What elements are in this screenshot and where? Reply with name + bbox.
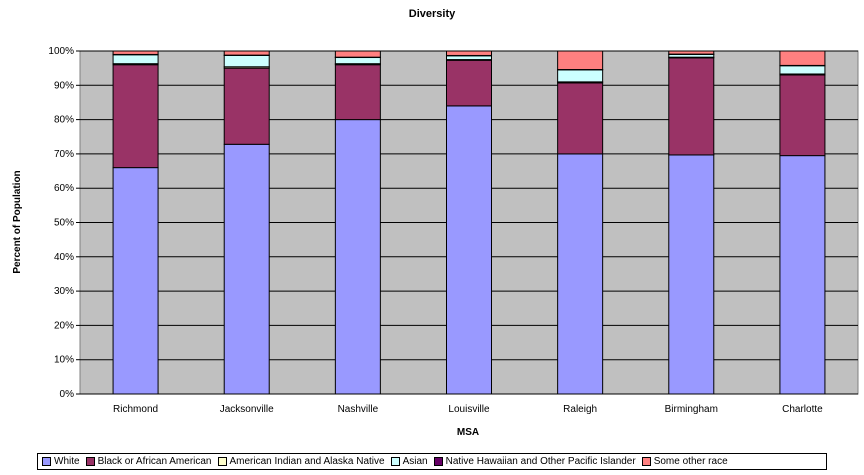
y-tick-label: 70%: [54, 149, 74, 160]
bar-segment: [334, 119, 381, 395]
legend-label: Native Hawaiian and Other Pacific Island…: [445, 456, 636, 467]
legend-item: Native Hawaiian and Other Pacific Island…: [433, 456, 636, 467]
legend-swatch: [85, 457, 95, 466]
y-axis-label: Percent of Population: [12, 170, 23, 273]
bars: [112, 50, 826, 395]
legend-item: American Indian and Alaska Native: [217, 456, 385, 467]
y-tick-label: 90%: [54, 80, 74, 91]
legend-item: Some other race: [641, 456, 728, 467]
y-tick-label: 60%: [54, 183, 74, 194]
bar-segment: [557, 82, 604, 155]
bar-segment: [668, 154, 715, 395]
x-tick-labels: Richmond Jacksonville Nashville Louisville R…: [113, 404, 823, 415]
y-tick-label: 80%: [54, 115, 74, 126]
legend-swatch: [42, 457, 51, 466]
bar-segment: [557, 69, 604, 83]
bar-segment: [334, 57, 381, 65]
bar-segment: [334, 64, 381, 121]
legend-swatch: [217, 457, 227, 466]
bar-segment: [446, 50, 492, 56]
bar-segment: [223, 143, 270, 395]
legend-label: Some other race: [653, 456, 728, 467]
y-tick-label: 30%: [54, 286, 74, 297]
legend-swatch: [641, 457, 651, 466]
x-tick-label: Birmingham: [665, 404, 718, 415]
y-tick-label: 100%: [48, 46, 74, 57]
legend-swatch: [390, 457, 400, 466]
bar-segment: [779, 155, 826, 395]
y-tick-label: 10%: [54, 355, 74, 366]
legend-item: White: [42, 456, 80, 467]
bar-segment: [112, 54, 159, 65]
x-tick-label: Louisville: [448, 404, 490, 415]
y-tick-label: 50%: [54, 218, 74, 229]
legend-label: Asian: [402, 456, 428, 467]
bar-segment: [334, 50, 381, 58]
bar-segment: [557, 153, 604, 395]
x-axis-label: MSA: [457, 427, 479, 438]
x-tick-label: Raleigh: [563, 404, 597, 415]
bar-segment: [779, 65, 826, 75]
bar-segment: [223, 67, 270, 145]
bar-segment: [779, 74, 826, 157]
y-tick-labels: 0% 10% 20% 30% 40% 50% 60% 70% 80% 90% 100%: [48, 46, 74, 400]
legend-label: Black or African American: [97, 456, 212, 467]
legend-item: Black or African American: [85, 456, 212, 467]
chart-title: Diversity: [409, 8, 456, 20]
bar-segment: [779, 50, 826, 66]
x-tick-label: Richmond: [113, 404, 158, 415]
bar-segment: [668, 57, 715, 156]
legend-item: Asian: [390, 456, 428, 467]
bar-segment: [223, 54, 270, 68]
bar-segment: [446, 59, 492, 107]
y-tick-label: 0%: [60, 389, 75, 400]
x-tick-label: Jacksonville: [220, 404, 274, 415]
legend-label: White: [54, 456, 80, 467]
bar-segment: [446, 105, 492, 395]
bar-segment: [557, 50, 604, 71]
y-tick-label: 40%: [54, 252, 74, 263]
bar-segment: [223, 50, 270, 56]
x-tick-label: Charlotte: [782, 404, 823, 415]
bar-segment: [446, 55, 492, 61]
legend: White Black or African American American I…: [37, 453, 827, 470]
bar-segment: [112, 50, 159, 55]
bar-segment: [668, 50, 715, 55]
legend-label: American Indian and Alaska Native: [229, 456, 385, 467]
legend-swatch: [433, 457, 443, 466]
bar-segment: [112, 64, 159, 169]
bar-segment: [112, 167, 159, 395]
y-tick-label: 20%: [54, 320, 74, 331]
x-tick-label: Nashville: [338, 404, 379, 415]
